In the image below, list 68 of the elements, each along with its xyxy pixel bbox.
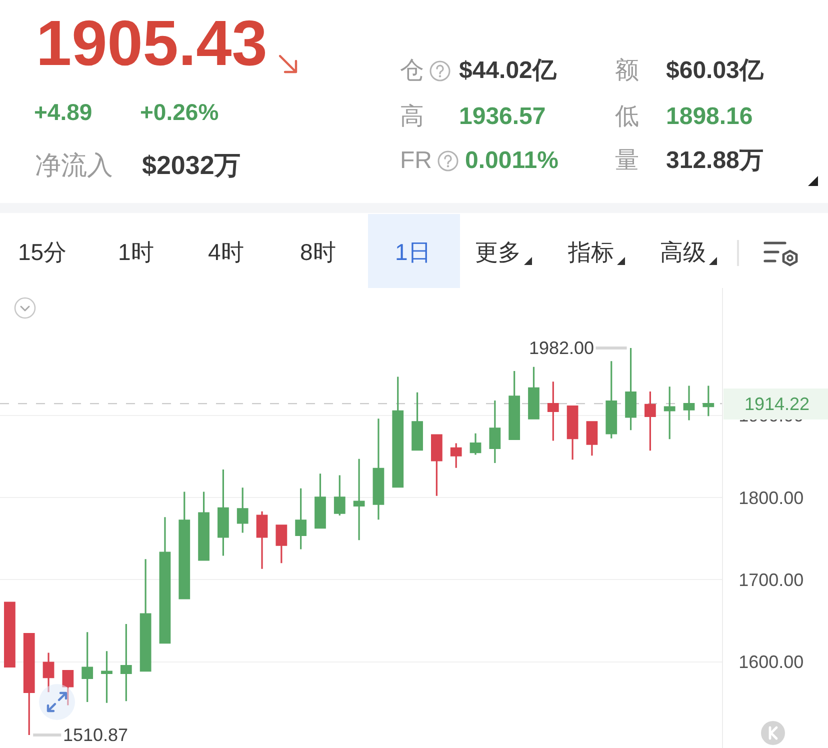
candlestick — [334, 474, 346, 516]
candlestick — [101, 650, 112, 704]
candlestick — [314, 472, 326, 529]
y-tick-label: 1600.00 — [738, 652, 804, 672]
candlestick — [683, 384, 695, 422]
candlestick — [140, 558, 152, 672]
y-tick-label: 1800.00 — [738, 488, 804, 508]
candlestick — [353, 458, 365, 541]
text: 0.0011% — [465, 146, 558, 176]
text: 1905.43 — [36, 6, 268, 82]
text: 1日 — [395, 238, 431, 266]
candlestick — [586, 421, 598, 456]
text: 指标 — [568, 238, 614, 266]
candlestick — [450, 442, 462, 469]
candlestick — [4, 602, 16, 668]
candlestick — [23, 633, 35, 736]
text: 8时 — [300, 238, 336, 266]
text: 更多 — [475, 238, 521, 266]
candlestick — [218, 468, 229, 557]
text: 15分 — [18, 238, 67, 266]
text: 低 — [615, 102, 639, 132]
candlestick — [295, 488, 307, 550]
candlestick — [120, 623, 132, 702]
text: 额 — [615, 56, 639, 86]
candlestick — [431, 434, 442, 497]
text: $2032万 — [142, 148, 240, 182]
text: 1936.57 — [459, 102, 546, 132]
candlestick — [42, 652, 54, 693]
text: +4.89 — [34, 98, 92, 126]
candlestick — [547, 380, 559, 442]
candlestick — [489, 400, 501, 464]
text: $44.02亿 — [459, 56, 556, 86]
candlestick — [606, 360, 618, 440]
text: 1898.16 — [666, 102, 753, 132]
text: 高 — [400, 102, 424, 132]
ref-line-label: 1914.22 — [744, 394, 810, 414]
text: 量 — [615, 146, 639, 176]
candlestick — [702, 384, 714, 417]
candlestick — [508, 370, 520, 440]
candlestick — [470, 432, 482, 456]
text: +0.26% — [140, 98, 219, 126]
text: 净流入 — [35, 148, 113, 182]
candlestick — [625, 347, 636, 431]
text: 仓 — [400, 56, 424, 86]
text: 4时 — [208, 238, 244, 266]
text: 312.88万 — [666, 146, 764, 176]
candlestick — [178, 490, 190, 600]
candlestick — [372, 418, 384, 520]
candlestick — [276, 524, 288, 564]
candlestick — [236, 486, 248, 534]
candlestick — [664, 386, 676, 440]
candlestick — [528, 366, 540, 420]
text: $60.03亿 — [666, 56, 764, 86]
candlestick — [644, 390, 656, 452]
text: 1时 — [118, 238, 154, 266]
candlestick — [62, 670, 74, 706]
text: 高级 — [660, 238, 706, 266]
y-tick-label: 1700.00 — [738, 570, 804, 590]
candlestick — [412, 392, 423, 452]
candlestick — [392, 376, 404, 488]
candlestick — [256, 510, 268, 570]
candlestick — [198, 490, 210, 561]
text: FR — [400, 146, 432, 176]
candlestick — [566, 405, 578, 460]
candlestick — [159, 516, 171, 644]
candlestick — [82, 631, 94, 703]
annotation: 1510.87 — [63, 725, 128, 745]
annotation: 1982.00 — [529, 338, 594, 358]
